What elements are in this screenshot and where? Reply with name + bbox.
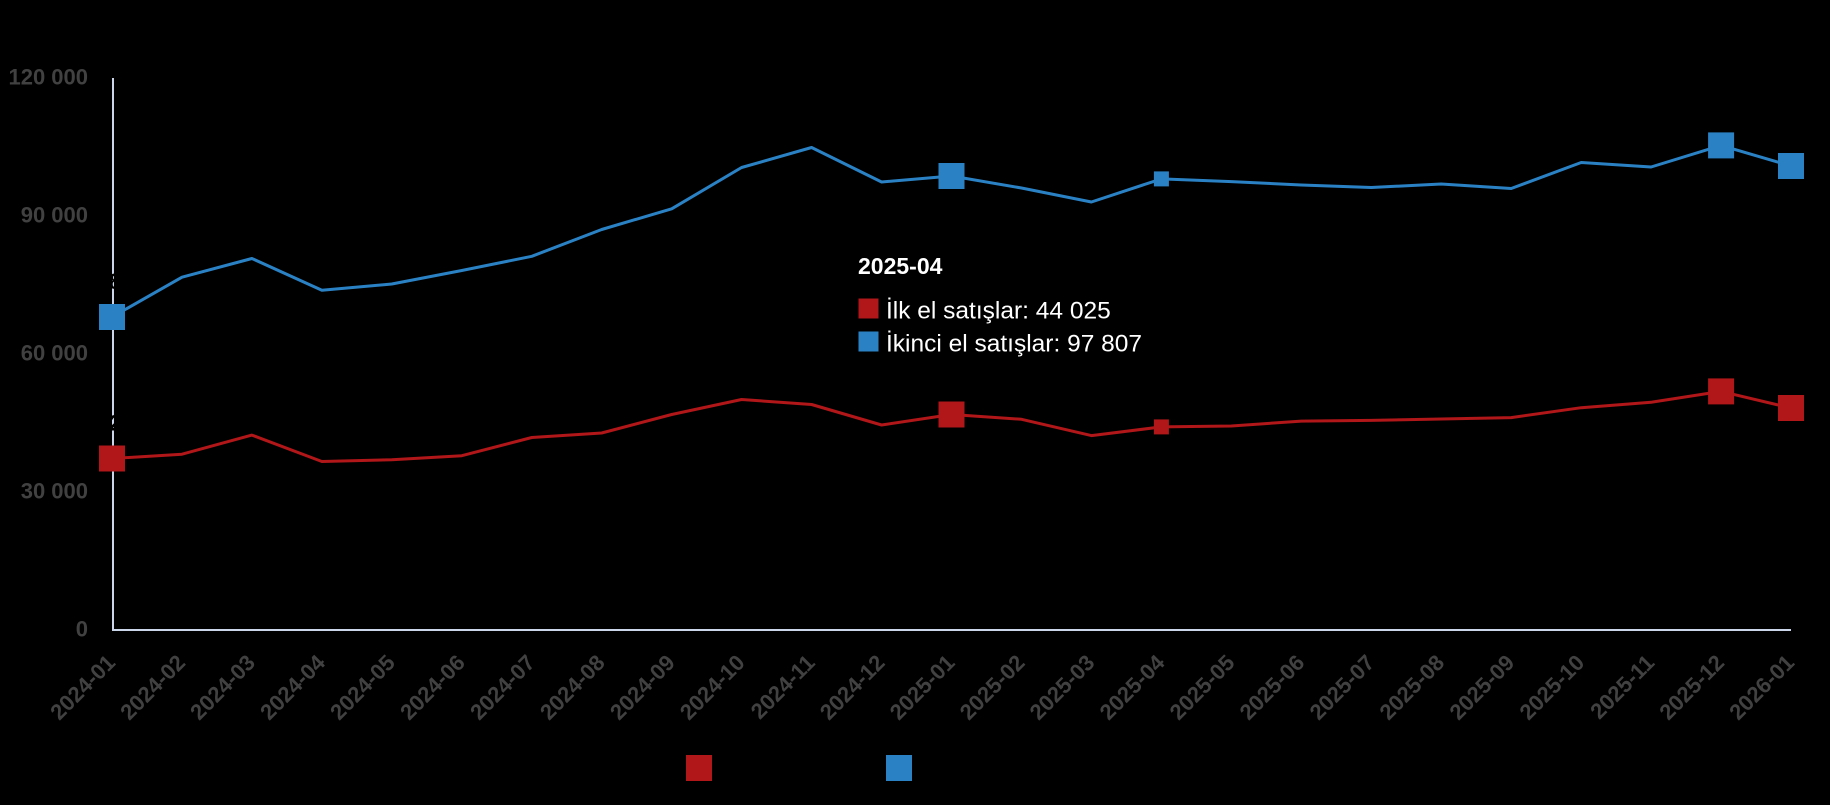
svg-text:60 000: 60 000 <box>21 341 88 366</box>
svg-text:İlk el satışlar: İlk el satışlar <box>722 755 855 782</box>
svg-text:İkinci el satışlar: 97 807: İkinci el satışlar: 97 807 <box>886 330 1142 357</box>
svg-text:67 858: 67 858 <box>78 269 145 294</box>
svg-text:120 000: 120 000 <box>8 65 88 90</box>
svg-text:0: 0 <box>76 617 88 642</box>
svg-text:2025-04: 2025-04 <box>858 253 943 279</box>
svg-text:90 000: 90 000 <box>21 203 88 228</box>
svg-text:İlk el satışlar: 44 025: İlk el satışlar: 44 025 <box>886 298 1111 325</box>
svg-text:30 000: 30 000 <box>21 479 88 504</box>
svg-text:İkinci el satışlar: İkinci el satışlar <box>922 755 1086 782</box>
svg-text:37 283: 37 283 <box>78 411 145 436</box>
